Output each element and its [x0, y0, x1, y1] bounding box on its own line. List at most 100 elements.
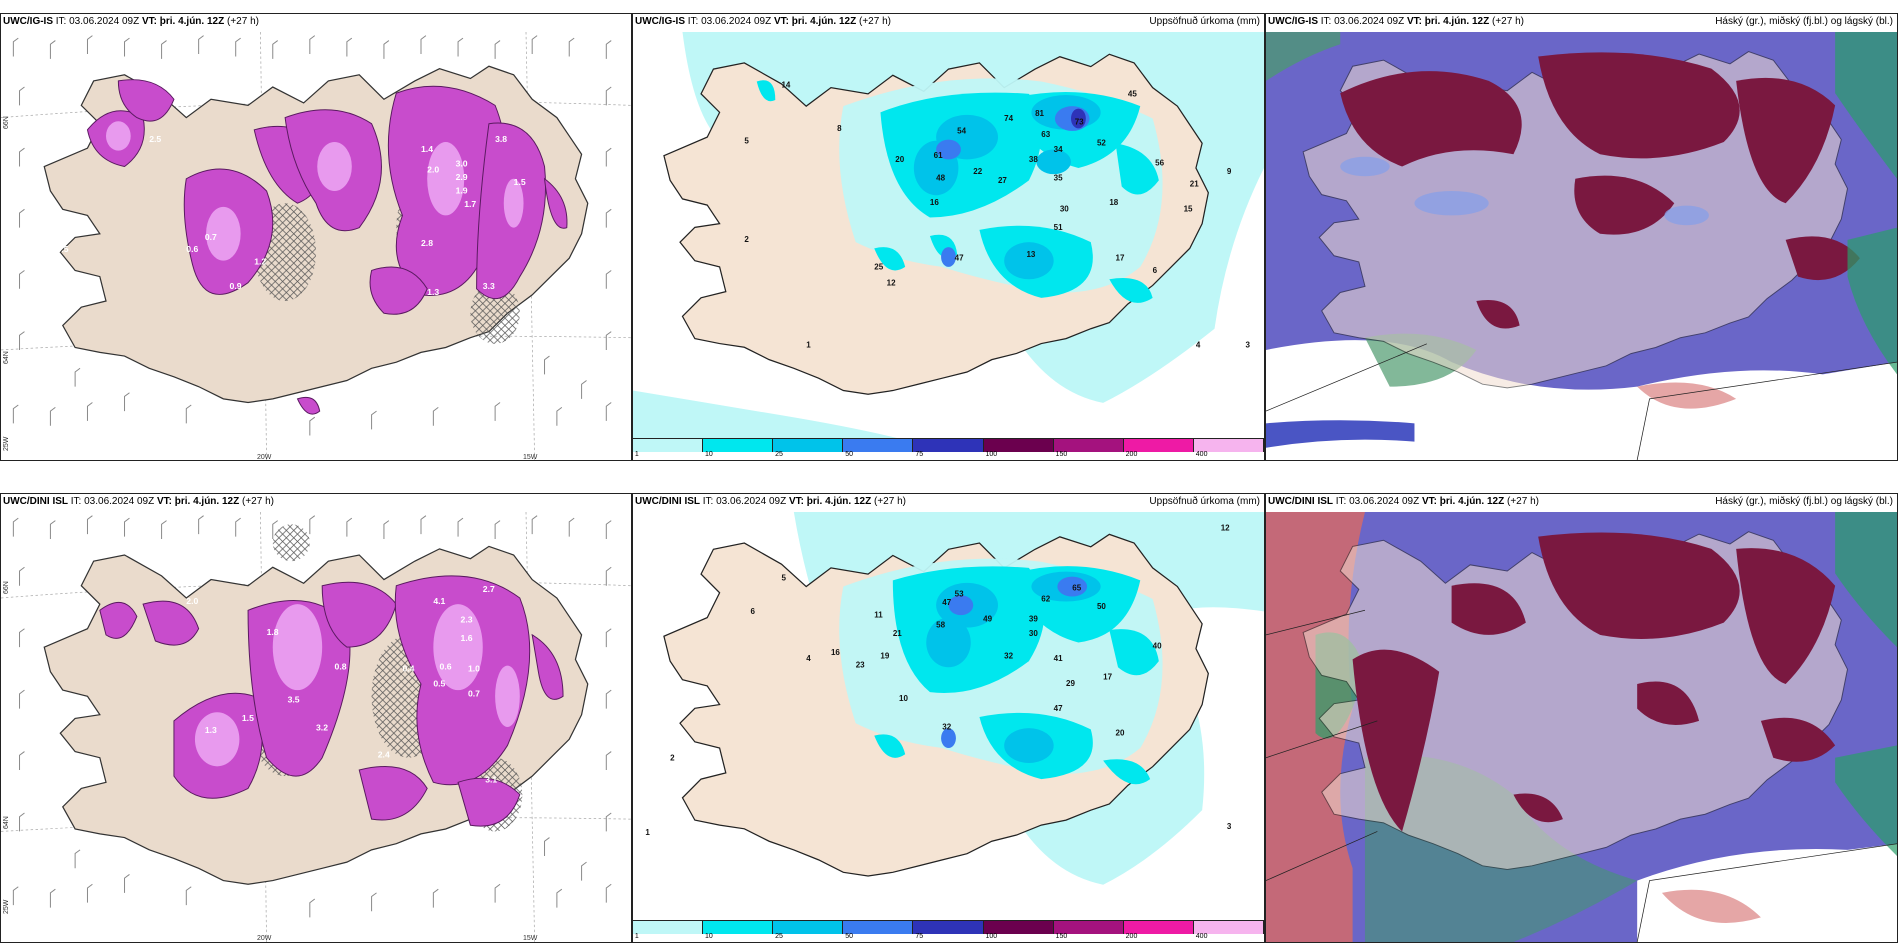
- map-snow-ig: 3.0 2.9 1.9 1.7 1.4 2.0 3.8 1.5 0.6 0.7 …: [1, 32, 631, 460]
- map-cloud-ig: [1266, 32, 1897, 460]
- valid-label: VT:: [1406, 16, 1422, 27]
- field-description: Uppsöfnuð úrkoma (mm): [1149, 16, 1260, 27]
- lat-label-64: 64N: [3, 351, 10, 364]
- precip-value: 23: [856, 660, 865, 669]
- colorbar-label: 10: [705, 451, 713, 459]
- precip-value: 73: [1075, 118, 1084, 127]
- panel-cloud-ig: UWC/IG-IS IT: 03.06.2024 09Z VT: þri. 4.…: [1265, 13, 1898, 461]
- precip-value: 74: [1004, 114, 1013, 123]
- colorbar-label: 100: [985, 451, 998, 459]
- lon-label-15: 15W: [523, 935, 538, 942]
- colorbar-swatch: [703, 439, 774, 453]
- valid-time: þri. 4.jún. 12Z: [174, 496, 240, 507]
- model-name: UWC/IG-IS: [1268, 16, 1318, 27]
- precip-value: 5: [744, 136, 749, 145]
- snow-label: 2.4: [378, 750, 390, 760]
- precip-value: 4: [806, 654, 811, 663]
- init-time: IT: 03.06.2024 09Z: [1335, 496, 1420, 507]
- precip-value: 48: [936, 173, 945, 182]
- snow-label: 0.5: [433, 678, 445, 688]
- precip-value: 47: [942, 598, 951, 607]
- colorbar-label: 75: [915, 933, 924, 941]
- precip-value: 22: [973, 167, 982, 176]
- precip-value: 17: [1103, 673, 1112, 682]
- snow-label: 1.5: [242, 713, 254, 723]
- precip-value: 56: [1155, 159, 1164, 168]
- snow-label: 3.2: [316, 723, 328, 733]
- lat-label-66: 66N: [3, 581, 10, 594]
- field-description: Uppsöfnuð úrkoma (mm): [1149, 496, 1260, 507]
- precip-value: 63: [1041, 130, 1050, 139]
- precip-value: 27: [998, 176, 1007, 185]
- precip-value: 19: [880, 652, 889, 661]
- panel-title: UWC/IG-IS IT: 03.06.2024 09Z VT: þri. 4.…: [1266, 14, 1897, 30]
- precip-value: 9: [1227, 167, 1232, 176]
- snow-label: 1.0: [468, 664, 480, 674]
- snow-label: 1.9: [456, 185, 468, 195]
- model-name: UWC/DINI ISL: [635, 496, 700, 507]
- colorbar-swatch: [633, 921, 704, 935]
- precip-value: 45: [1128, 89, 1137, 98]
- lead-time: (+27 h): [242, 496, 274, 507]
- precip-value: 13: [1026, 250, 1035, 259]
- precip-value: 49: [983, 614, 992, 623]
- snow-label: 3.5: [288, 694, 300, 704]
- colorbar-swatch: [983, 921, 1054, 935]
- valid-label: VT:: [773, 16, 789, 27]
- panel-title: UWC/DINI ISL IT: 03.06.2024 09Z VT: þri.…: [633, 494, 1264, 510]
- precip-value: 18: [1109, 198, 1118, 207]
- colorbar-swatch: [1193, 921, 1264, 935]
- colorbar-label: 10: [705, 933, 713, 941]
- precip-value: 54: [957, 126, 966, 135]
- lon-label-25: 25W: [3, 899, 10, 914]
- snow-label: 0.8: [335, 661, 347, 671]
- precip-value: 8: [837, 124, 842, 133]
- panel-cloud-dini: UWC/DINI ISL IT: 03.06.2024 09Z VT: þri.…: [1265, 493, 1898, 943]
- colorbar-label: 1: [634, 933, 639, 941]
- precip-value: 62: [1041, 594, 1050, 603]
- precip-value: 10: [899, 694, 908, 703]
- lat-label-66: 66N: [3, 116, 10, 129]
- precip-value: 2: [744, 235, 749, 244]
- init-time: IT: 03.06.2024 09Z: [55, 16, 140, 27]
- precip-value: 15: [1184, 204, 1193, 213]
- colorbar-label: 1: [634, 451, 639, 459]
- colorbar: 1 10 25 50 75 100 150 200 400: [633, 920, 1264, 942]
- colorbar-swatch: [843, 921, 914, 935]
- colorbar-swatch: [1123, 921, 1194, 935]
- colorbar-swatch: [913, 439, 984, 453]
- init-time: IT: 03.06.2024 09Z: [1320, 16, 1405, 27]
- model-name: UWC/IG-IS: [3, 16, 53, 27]
- precip-value: 47: [1054, 704, 1063, 713]
- precip-value: 32: [942, 722, 951, 731]
- panel-precip-ig: UWC/IG-IS IT: 03.06.2024 09Z VT: þri. 4.…: [632, 13, 1265, 461]
- colorbar-label: 200: [1125, 451, 1138, 459]
- snow-label: 4.1: [433, 596, 445, 606]
- precip-value: 61: [934, 151, 943, 160]
- precip-value: 3: [1227, 822, 1232, 831]
- precip-value: 65: [1072, 583, 1081, 592]
- precip-value: 3: [1245, 340, 1250, 349]
- panel-title: UWC/IG-IS IT: 03.06.2024 09Z VT: þri. 4.…: [1, 14, 631, 30]
- colorbar-swatch: [983, 439, 1054, 453]
- snow-label: 2.8: [421, 238, 433, 248]
- lon-label-15: 15W: [523, 454, 538, 461]
- snow-label: 1.6: [461, 633, 473, 643]
- precip-value: 20: [895, 155, 904, 164]
- map-precip-ig: 14 54 74 81 73 45 61 52 34 63 20 48 22 2…: [633, 32, 1264, 440]
- precip-value: 1: [806, 340, 811, 349]
- precip-value: 12: [887, 278, 896, 287]
- precip-value: 40: [1153, 642, 1162, 651]
- precip-value: 11: [874, 611, 883, 620]
- colorbar-swatch: [1193, 439, 1264, 453]
- precip-value: 47: [955, 254, 964, 263]
- snow-label: 1.3: [205, 725, 217, 735]
- snow-label: 3.1: [485, 774, 497, 784]
- snow-label: 2.3: [461, 615, 473, 625]
- lead-time: (+27 h): [1507, 496, 1539, 507]
- colorbar-label: 50: [845, 933, 854, 941]
- precip-value: 58: [936, 621, 945, 630]
- snow-label: 1.7: [464, 199, 476, 209]
- colorbar-swatch: [633, 439, 704, 453]
- precip-value: 21: [893, 629, 902, 638]
